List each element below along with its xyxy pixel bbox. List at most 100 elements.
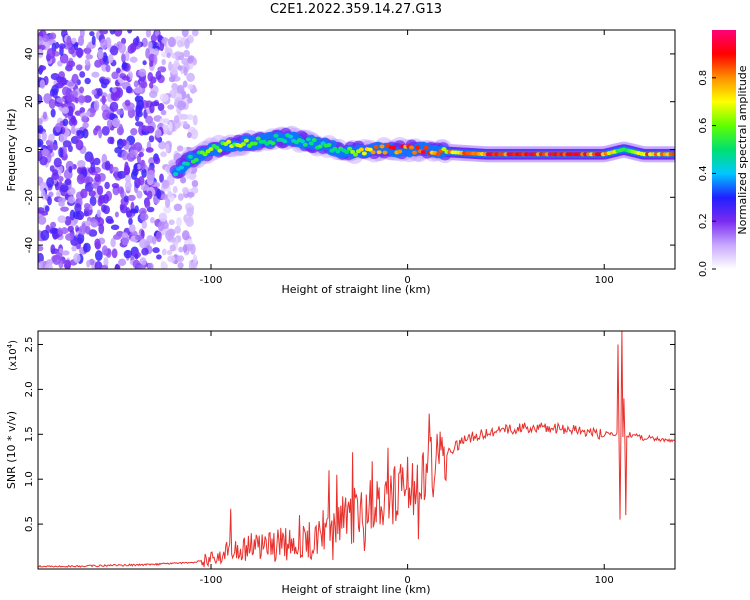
- noise-blob: [90, 219, 99, 228]
- noise-blob: [127, 30, 133, 34]
- noise-blob: [101, 264, 109, 269]
- noise-blob: [40, 229, 50, 241]
- noise-blob: [128, 224, 136, 233]
- noise-blob: [176, 255, 185, 263]
- noise-blob: [115, 67, 121, 74]
- noise-blob: [136, 99, 145, 111]
- snr-y-exponent-base: (x10: [8, 348, 19, 371]
- snr-series-line: [38, 331, 675, 568]
- noise-blob: [151, 236, 157, 245]
- ridge-core: [173, 172, 179, 177]
- noise-blob: [145, 115, 154, 124]
- ridge-core: [187, 154, 193, 159]
- noise-blob: [146, 235, 154, 244]
- colorbar: 0.0 0.2 0.4 0.6 0.8 Normalized spectral ampl…: [698, 30, 749, 277]
- ridge-core: [409, 145, 415, 150]
- noise-blob: [173, 203, 183, 212]
- ridge-core: [358, 147, 364, 152]
- noise-blob: [147, 72, 154, 82]
- noise-blob: [176, 217, 182, 227]
- noise-blob: [142, 60, 147, 66]
- ridge-core: [184, 161, 190, 166]
- snr-y-tick-label: 1.0: [24, 471, 35, 487]
- noise-blob: [52, 169, 59, 176]
- noise-blob: [62, 118, 69, 127]
- noise-blob: [91, 71, 100, 78]
- noise-blob: [66, 35, 72, 47]
- noise-blob: [173, 59, 180, 69]
- heatmap-x-tick-label: 100: [595, 275, 614, 286]
- noise-blob: [112, 166, 119, 173]
- noise-blob: [168, 76, 176, 83]
- noise-blob: [96, 209, 101, 218]
- noise-blob: [101, 245, 108, 256]
- noise-blob: [114, 211, 119, 218]
- ridge-core: [193, 157, 199, 162]
- noise-blob: [56, 97, 66, 103]
- noise-blob: [187, 56, 194, 64]
- noise-blob: [183, 66, 188, 76]
- noise-blob: [71, 245, 77, 252]
- snr-y-tick-label: 2.5: [24, 337, 35, 353]
- noise-blob: [93, 100, 100, 112]
- noise-blob: [146, 169, 155, 181]
- heatmap-x-label: Height of straight line (km): [281, 283, 430, 296]
- noise-blob: [82, 122, 89, 129]
- snr-y-tick-label: 0.5: [24, 516, 35, 532]
- snr-y-tick-label: 2.0: [24, 381, 35, 397]
- noise-blob: [109, 45, 119, 56]
- noise-blob: [116, 108, 124, 116]
- noise-blob: [123, 165, 131, 176]
- noise-blob: [167, 190, 173, 198]
- noise-blob: [153, 54, 158, 65]
- noise-blob: [59, 184, 69, 193]
- noise-blob: [182, 244, 188, 253]
- noise-blob: [50, 108, 56, 118]
- noise-blob: [181, 30, 189, 38]
- noise-blob: [186, 207, 194, 217]
- noise-blob: [57, 227, 62, 235]
- noise-blob: [191, 186, 199, 194]
- ridge-core: [317, 144, 323, 149]
- noise-blob: [158, 141, 167, 150]
- ridge-core: [305, 137, 311, 142]
- noise-blob: [161, 248, 167, 256]
- signal-ridge: [166, 125, 675, 179]
- noise-blob: [129, 149, 135, 159]
- noise-blob: [38, 245, 44, 252]
- snr-y-exponent: (x104): [6, 340, 19, 371]
- noise-blob: [60, 206, 69, 212]
- ridge-core: [308, 141, 314, 146]
- ridge-core: [299, 139, 305, 144]
- noise-blob: [121, 37, 127, 45]
- noise-blob: [75, 139, 84, 151]
- noise-blob: [84, 58, 90, 66]
- noise-blob: [121, 61, 127, 70]
- noise-blob: [152, 48, 160, 56]
- noise-blob: [91, 182, 100, 189]
- ridge-core: [311, 138, 317, 143]
- ridge-core: [423, 145, 429, 150]
- noise-blob: [140, 80, 148, 89]
- noise-blob: [85, 176, 94, 185]
- ridge-core: [179, 165, 185, 170]
- noise-blob: [48, 98, 56, 109]
- ridge-core: [391, 146, 397, 151]
- noise-blob: [94, 250, 103, 262]
- noise-blob: [46, 177, 55, 188]
- noise-blob: [77, 237, 83, 245]
- snr-y-ticks: 0.5 1.0 1.5 2.0 2.5: [24, 337, 675, 532]
- noise-blob: [81, 115, 88, 122]
- noise-blob: [157, 102, 165, 112]
- noise-blob: [67, 105, 74, 117]
- noise-blob: [49, 227, 59, 234]
- noise-blob: [79, 86, 85, 94]
- noise-blob: [75, 64, 83, 71]
- noise-blob: [124, 180, 132, 191]
- colorbar-label: Normalized spectral amplitude: [736, 65, 749, 234]
- noise-blob: [105, 215, 114, 224]
- noise-blob: [107, 54, 114, 64]
- ridge-core: [273, 133, 279, 138]
- noise-blob: [149, 90, 158, 99]
- noise-blob: [176, 145, 184, 152]
